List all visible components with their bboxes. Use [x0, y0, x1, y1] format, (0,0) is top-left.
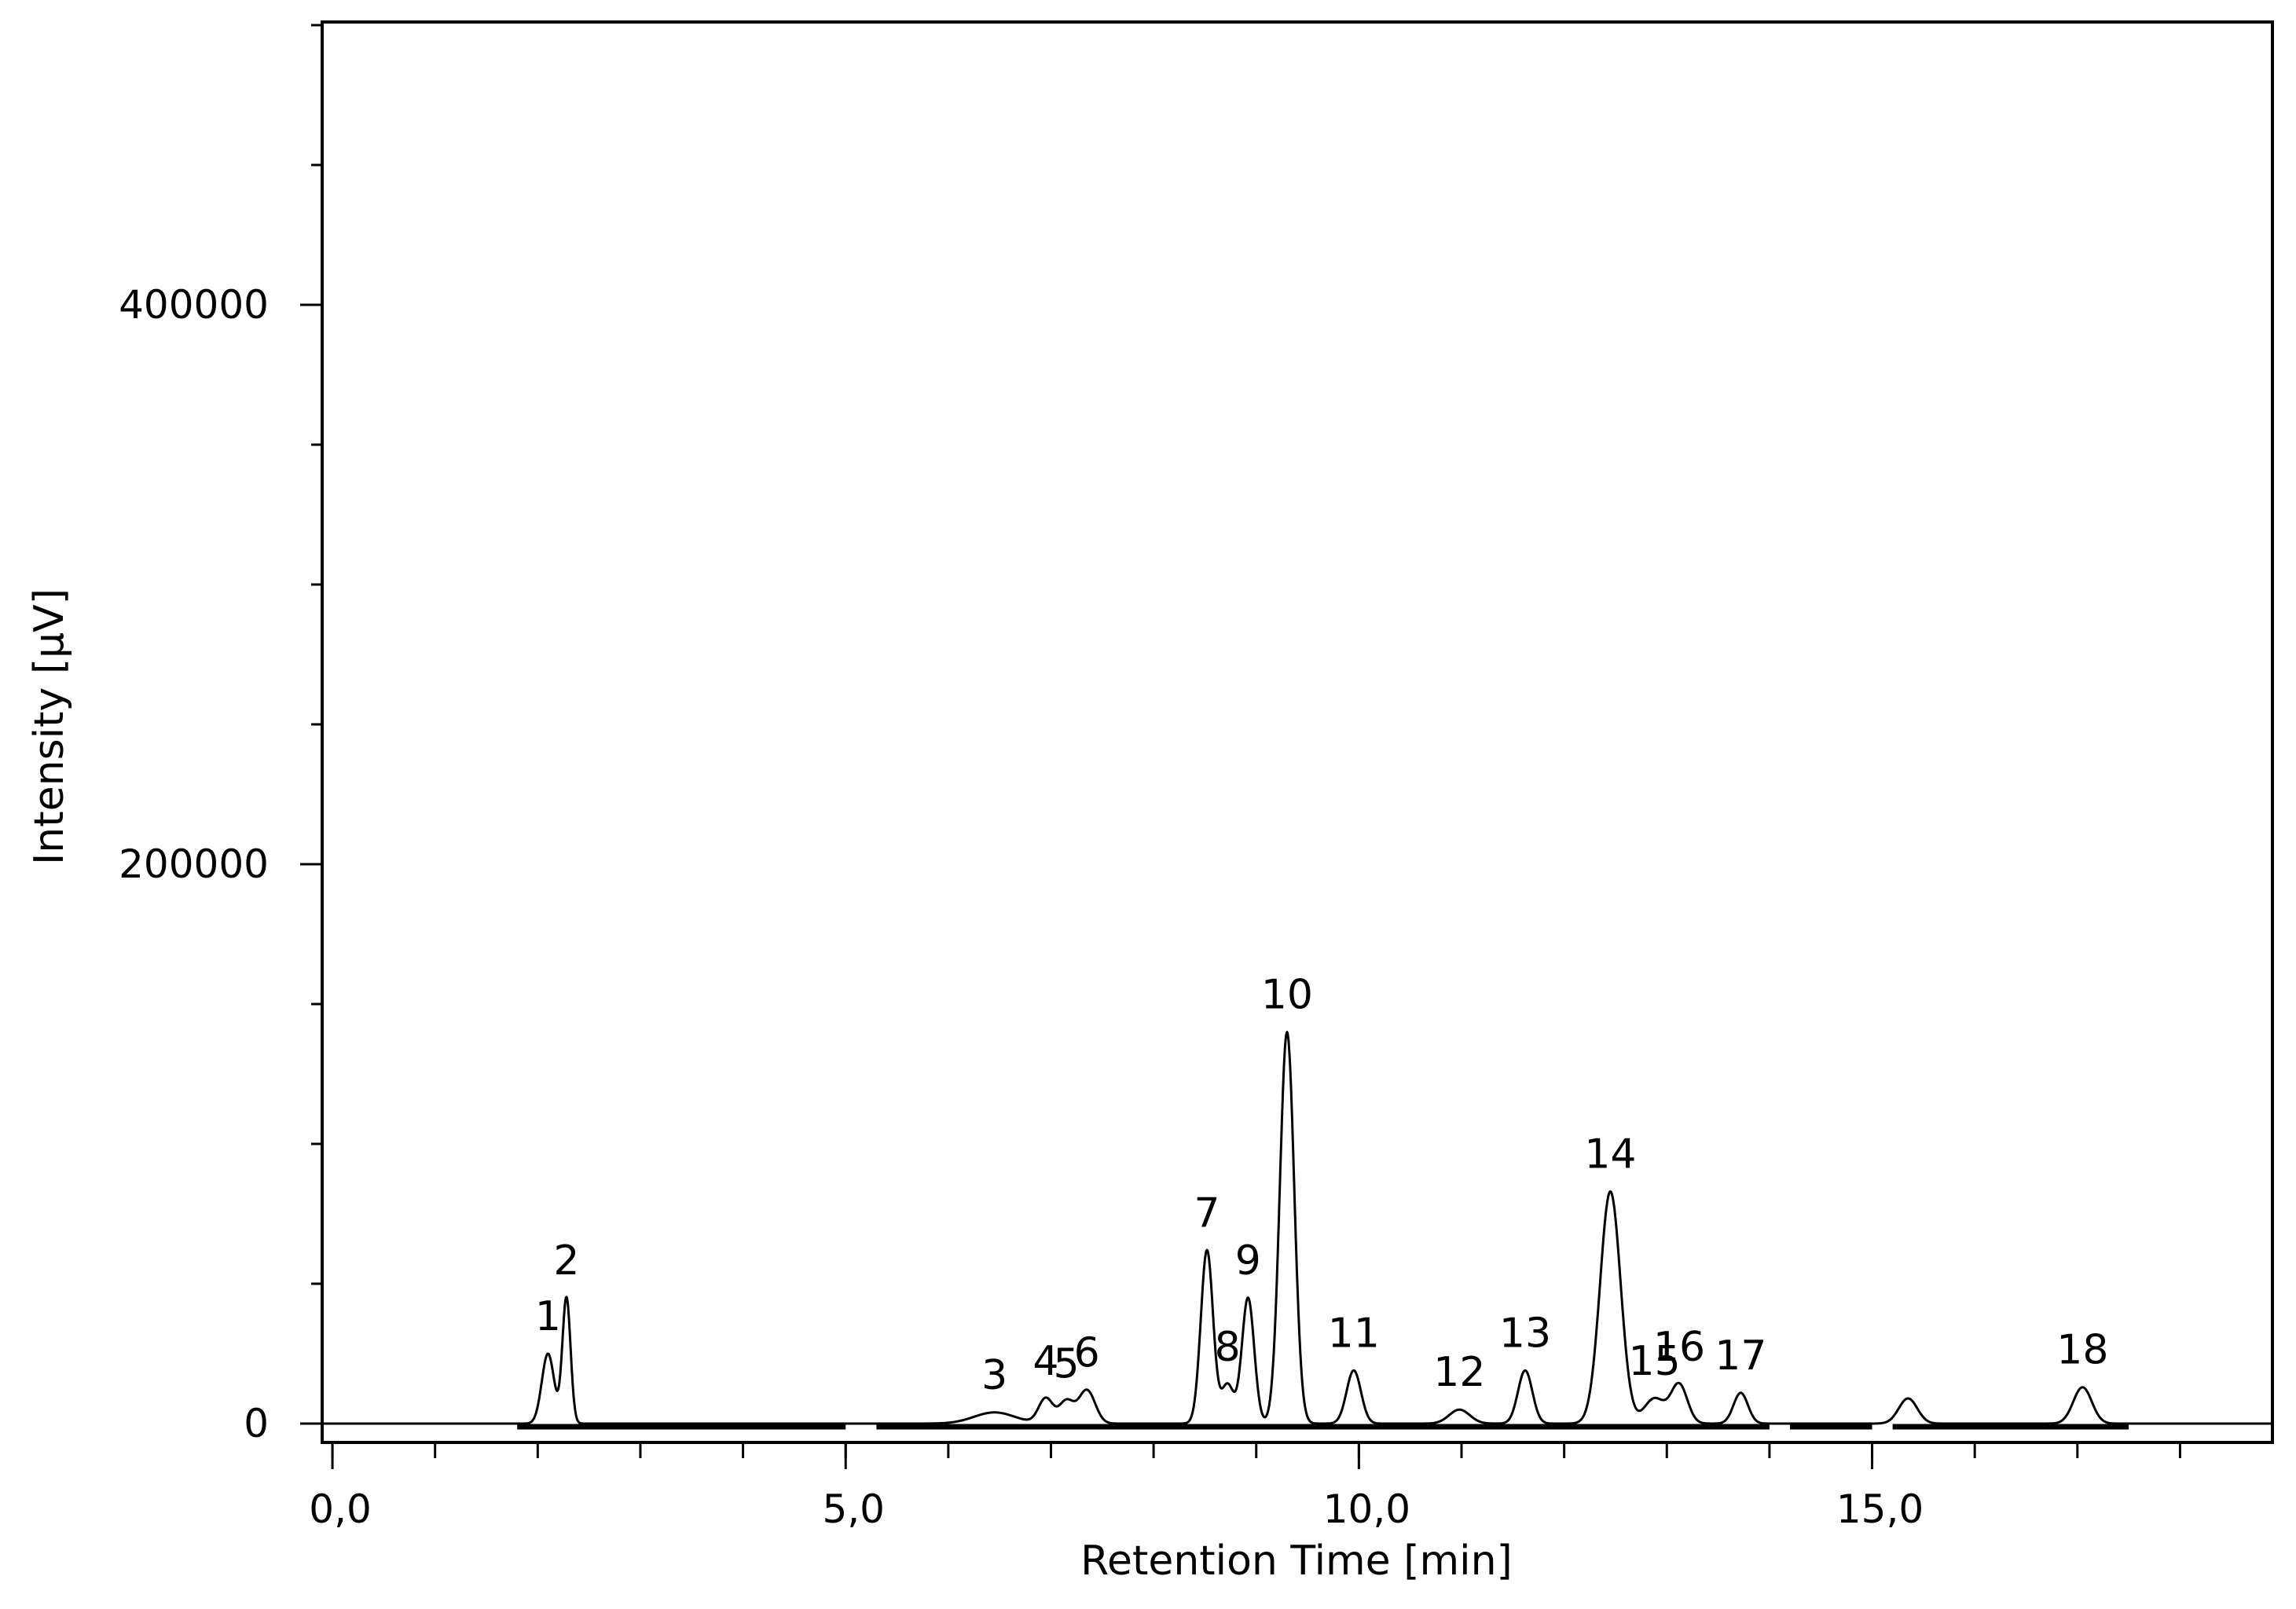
y-tick-label: 400000	[119, 282, 269, 328]
peak-label-18: 18	[2056, 1327, 2108, 1374]
peak-label-7: 7	[1194, 1189, 1220, 1237]
peak-label-13: 13	[1499, 1310, 1551, 1357]
peak-label-12: 12	[1433, 1349, 1485, 1396]
y-axis: 0 200000 400000	[119, 24, 322, 1446]
peak-label-3: 3	[981, 1352, 1007, 1399]
x-axis-title: Retention Time [min]	[1080, 1538, 1513, 1585]
x-tick-label: 15,0	[1836, 1486, 1924, 1532]
x-tick-label: 10,0	[1323, 1486, 1410, 1532]
peak-label-6: 6	[1074, 1329, 1100, 1376]
chromatogram-trace	[321, 1031, 2273, 1425]
peak-label-17: 17	[1715, 1332, 1766, 1380]
peak-label-10: 10	[1261, 972, 1313, 1019]
peak-label-16: 16	[1653, 1324, 1705, 1371]
peak-label-4: 4	[1032, 1338, 1058, 1385]
peak-label-2: 2	[553, 1237, 579, 1285]
peak-label-5: 5	[1054, 1341, 1080, 1388]
plot-border	[321, 20, 2274, 1444]
peak-label-15: 15	[1629, 1338, 1681, 1385]
y-tick-label: 200000	[119, 841, 269, 887]
peak-label-14: 14	[1584, 1131, 1636, 1178]
peak-label-8: 8	[1215, 1324, 1241, 1371]
y-axis-title: Intensity [µV]	[26, 588, 73, 865]
y-tick-label: 0	[244, 1401, 269, 1446]
x-tick-label: 5,0	[822, 1486, 885, 1532]
peak-label-9: 9	[1235, 1237, 1261, 1285]
x-axis: 0,0 5,0 10,0 15,0	[309, 1442, 2181, 1532]
plot-frame	[321, 20, 2274, 1444]
peak-label-11: 11	[1328, 1310, 1380, 1357]
peak-label-1: 1	[535, 1293, 561, 1340]
x-tick-label: 0,0	[309, 1486, 372, 1532]
